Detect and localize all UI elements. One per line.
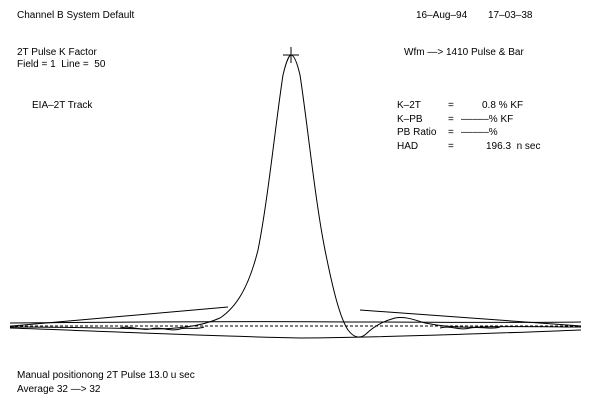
readout-equals: = [448, 141, 454, 152]
waveform-label: Wfm —> 1410 Pulse & Bar [404, 47, 524, 58]
window-title: Channel B System Default [17, 10, 135, 21]
baseline-trace-upper [9, 321, 582, 324]
peak-cursor-icon [283, 47, 299, 63]
ringing-trace [119, 326, 205, 331]
track-label: EIA–2T Track [32, 100, 93, 111]
date-readout: 16–Aug–94 [416, 10, 468, 21]
manual-positioning-status: Manual positionong 2T Pulse 13.0 u sec [17, 370, 195, 381]
baseline-trace-lower [9, 327, 582, 339]
readout-value: 0.8 % KF [482, 100, 524, 111]
readout-value: –––––% KF [461, 114, 514, 125]
pulse-trace [9, 54, 582, 338]
readout-label: K–2T [397, 100, 421, 111]
readout-equals: = [448, 114, 454, 125]
readout-label: HAD [397, 141, 419, 152]
readout-label: K–PB [397, 114, 423, 125]
readout-equals: = [448, 100, 454, 111]
right-mask-line [359, 309, 582, 327]
readout-value: 196.3 n sec [486, 141, 541, 152]
readout-label: PB Ratio [397, 127, 437, 138]
readout-equals: = [448, 127, 454, 138]
average-readout: Average 32 —> 32 [17, 384, 101, 395]
field-line-readout: Field = 1 Line = 50 [17, 59, 106, 70]
ringing-trace [439, 326, 501, 330]
left-mask-line [11, 306, 229, 327]
readout-value: –––––% [461, 127, 498, 138]
time-readout: 17–03–38 [488, 10, 533, 21]
measurement-name: 2T Pulse K Factor [17, 47, 97, 58]
